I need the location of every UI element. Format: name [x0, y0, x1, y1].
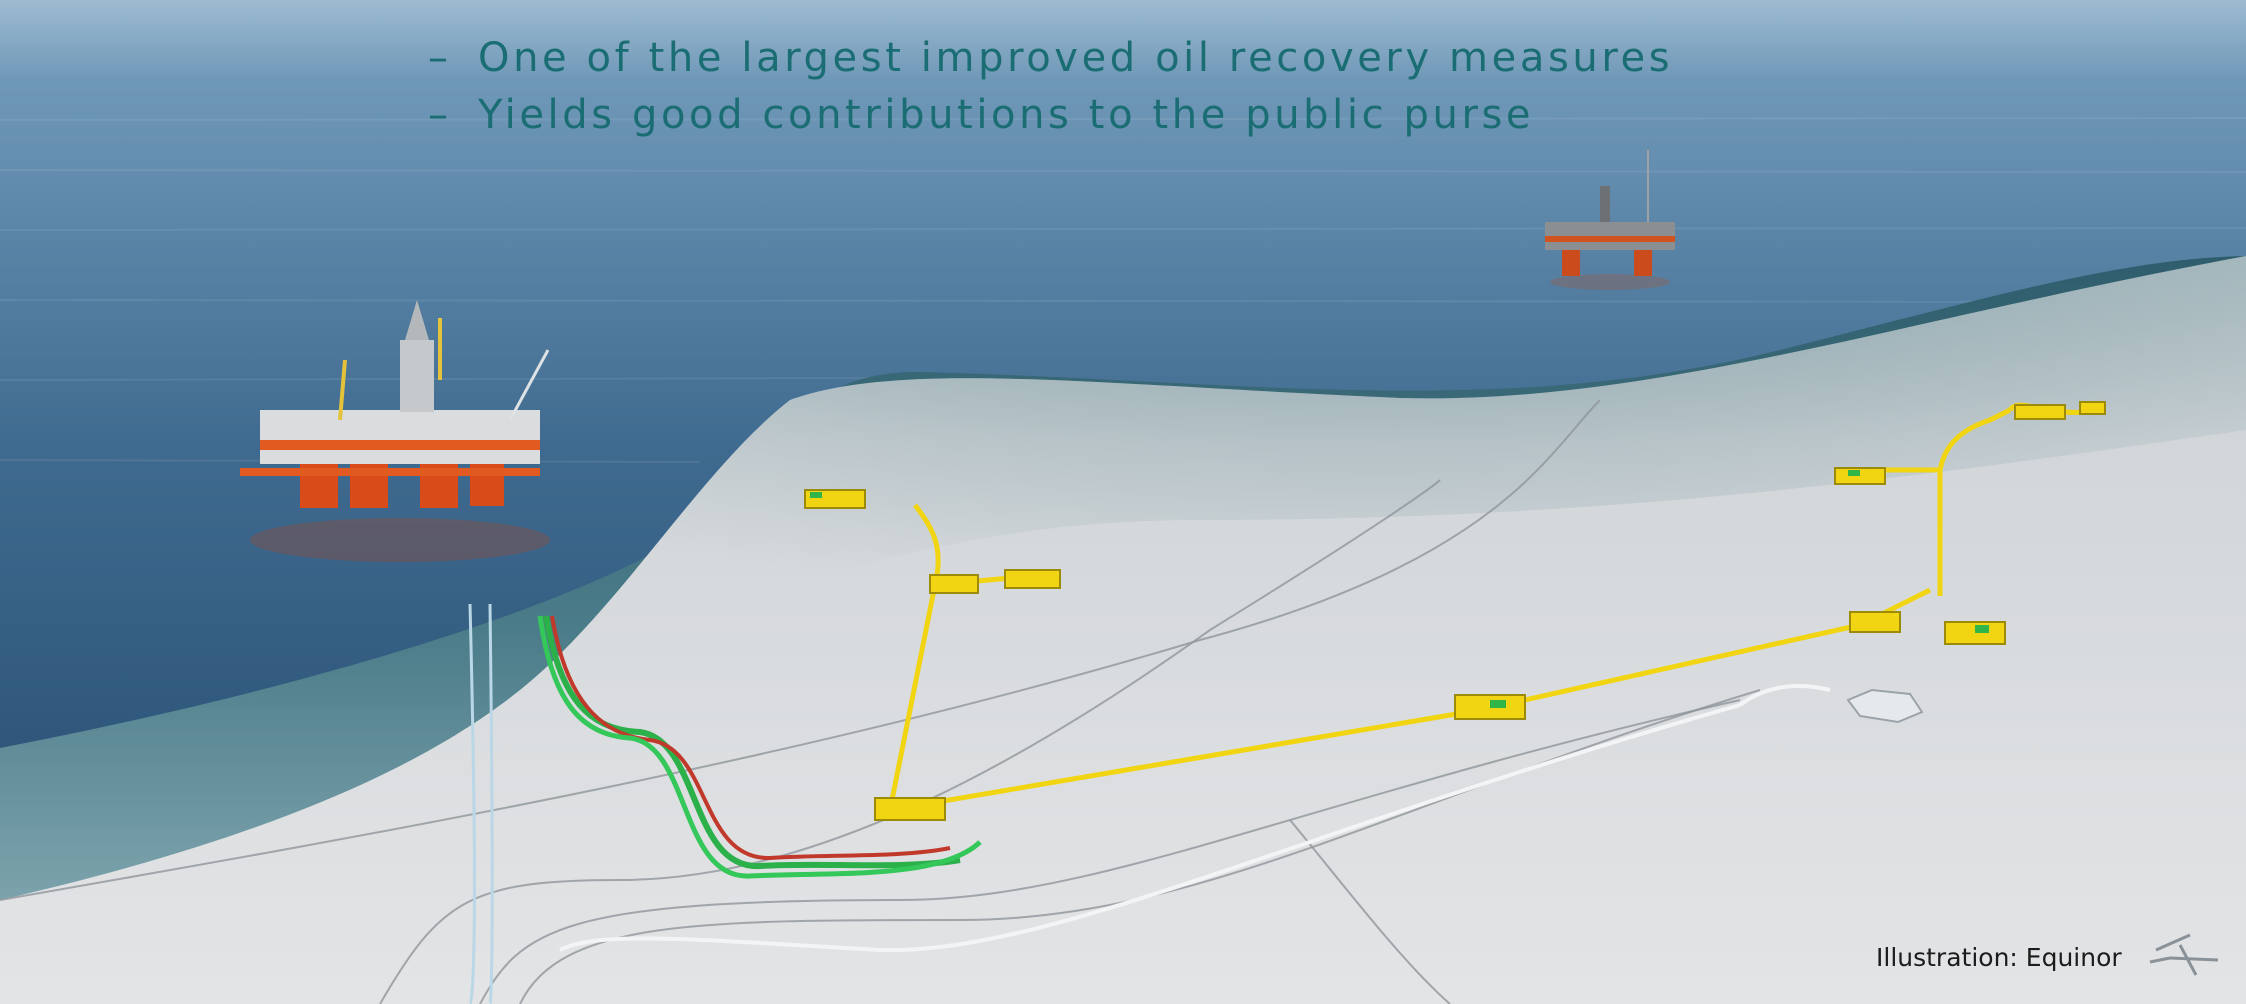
equinor-logo-icon	[2149, 933, 2219, 976]
riser-lines	[468, 603, 982, 1004]
illustration-credit: Illustration: Equinor	[1876, 943, 2122, 972]
template-highlights	[810, 470, 1989, 708]
bullet-marker: –	[428, 92, 452, 138]
bullet-text: One of the largest improved oil recovery…	[478, 35, 1674, 81]
bullet-item-1: – One of the largest improved oil recover…	[428, 30, 1673, 87]
bullet-marker: –	[428, 35, 452, 81]
seabed-shadow	[520, 256, 2246, 690]
export-pipelines	[559, 683, 1831, 953]
bullet-text: Yields good contributions to the public …	[478, 92, 1535, 138]
semi-submersible-rig-left	[240, 300, 550, 562]
bullet-item-2: – Yields good contributions to the public…	[428, 87, 1673, 144]
protective-structure	[1846, 688, 1924, 724]
bullet-list: – One of the largest improved oil recover…	[428, 30, 1673, 144]
subsea-templates	[804, 401, 2106, 821]
platform-right	[1545, 150, 1675, 290]
